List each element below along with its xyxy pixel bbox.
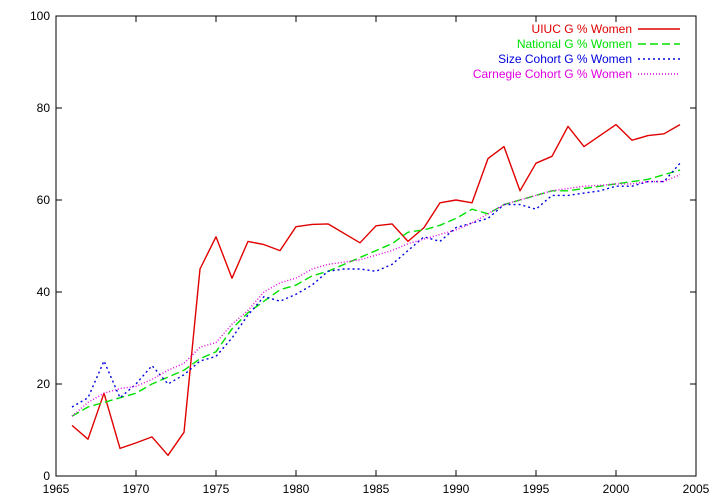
x-tick-label: 1980 [283, 482, 310, 496]
legend-label-4: Carnegie Cohort G % Women [473, 67, 632, 81]
x-tick-label: 1995 [523, 482, 550, 496]
x-tick-label: 2000 [603, 482, 630, 496]
y-tick-label: 60 [37, 193, 51, 207]
y-tick-label: 100 [30, 9, 50, 23]
series-line-1 [71, 123, 681, 456]
x-tick-label: 1965 [43, 482, 70, 496]
y-tick-label: 40 [37, 285, 51, 299]
x-tick-label: 1985 [363, 482, 390, 496]
legend-label-1: UIUC G % Women [532, 22, 632, 36]
axis-ticks [55, 15, 697, 477]
series-line-4 [71, 174, 681, 417]
legend-label-3: Size Cohort G % Women [498, 52, 632, 66]
axis-tick-labels: 1965 1970 1975 1980 1985 1990 1995 2000 2005 0 20 4… [30, 9, 710, 496]
legend-label-2: National G % Women [517, 37, 632, 51]
y-tick-label: 0 [43, 469, 50, 483]
x-tick-label: 1975 [203, 482, 230, 496]
x-tick-label: 2005 [683, 482, 710, 496]
series-line-3 [71, 162, 681, 408]
y-tick-label: 80 [37, 101, 51, 115]
plot-frame [55, 15, 697, 477]
series-line-2 [71, 169, 681, 417]
y-tick-label: 20 [37, 377, 51, 391]
series-lines [71, 123, 681, 456]
x-tick-label: 1990 [443, 482, 470, 496]
x-tick-label: 1970 [123, 482, 150, 496]
